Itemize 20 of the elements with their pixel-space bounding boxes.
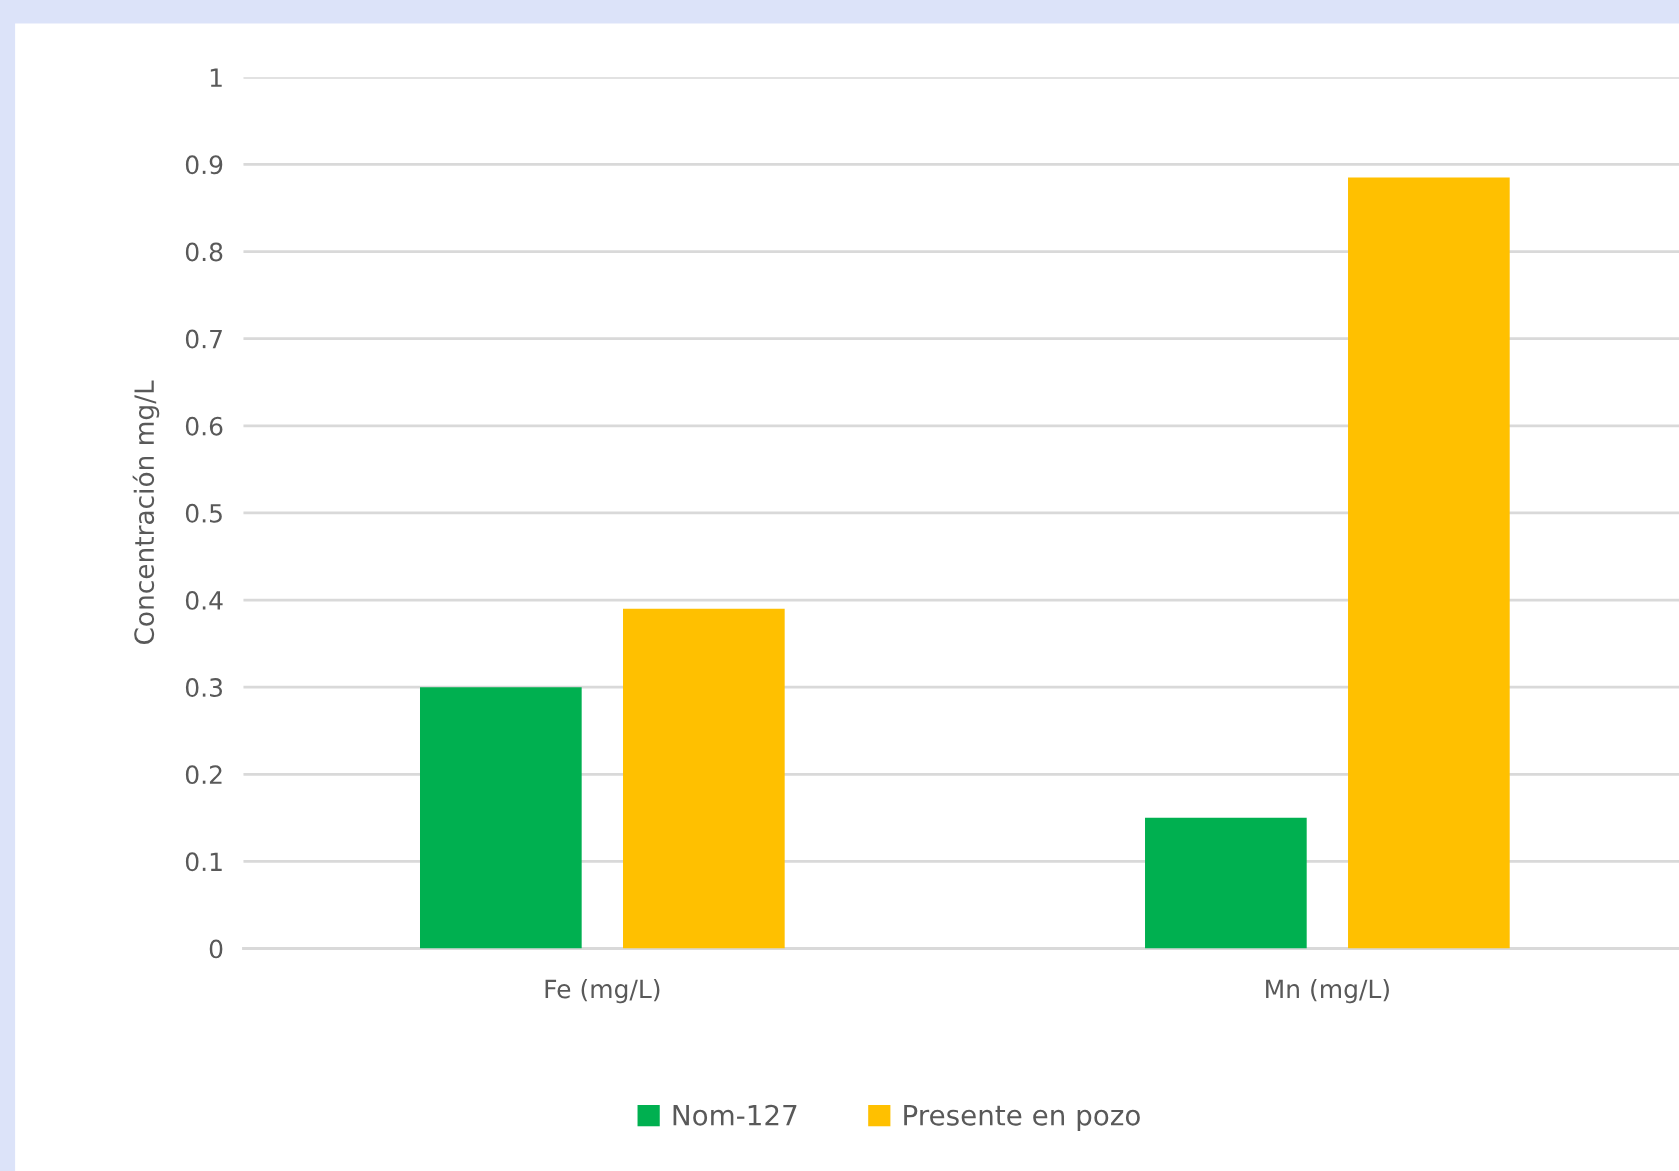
y-tick-label: 0.5 (185, 503, 222, 523)
y-tick-label: 0 (209, 939, 223, 959)
y-tick-label: 0.7 (185, 329, 222, 349)
legend-label: Nom-127 (673, 1104, 797, 1126)
y-tick-label: 0.4 (185, 590, 223, 610)
bar (1348, 177, 1510, 949)
y-axis-title: Concentración mg/L (132, 380, 160, 645)
y-tick-label: 0.9 (185, 155, 223, 175)
bar (420, 687, 582, 949)
y-tick-label: 0.2 (185, 765, 222, 785)
y-tick-label: 0.6 (185, 416, 223, 436)
bar (623, 608, 785, 949)
legend-label: Presente en pozo (904, 1105, 1140, 1132)
x-tick-label: Mn (mg/L) (1266, 979, 1389, 1004)
y-tick-label: 0.3 (185, 678, 223, 697)
bar (1145, 817, 1307, 949)
x-tick-label: Fe (mg/L) (545, 979, 660, 1004)
y-tick-label: 0.8 (185, 242, 223, 262)
y-tick-label: 0.1 (185, 852, 222, 872)
y-tick-label: 1 (210, 68, 222, 87)
